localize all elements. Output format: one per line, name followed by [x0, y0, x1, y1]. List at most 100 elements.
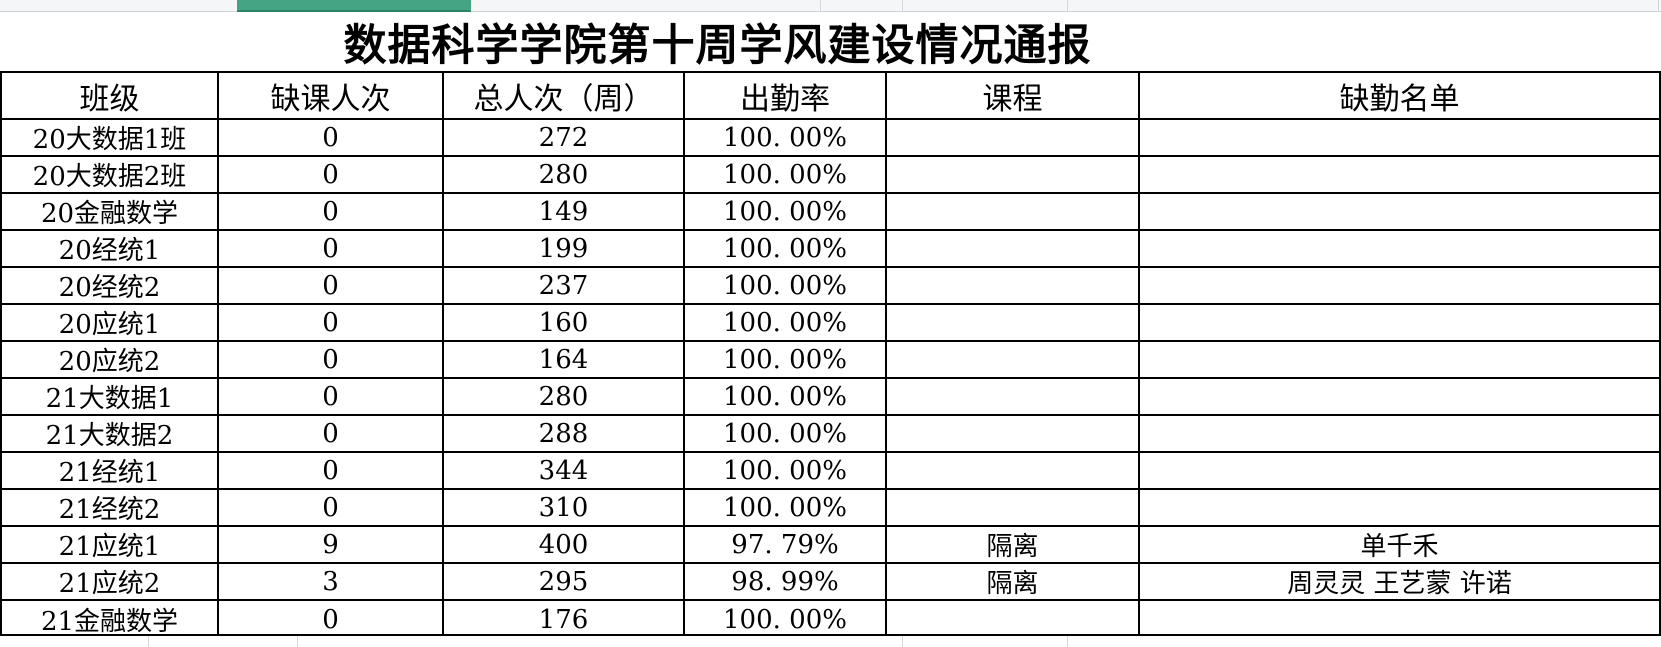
- table-cell[interactable]: 176: [444, 601, 685, 638]
- table-cell[interactable]: 20应统1: [2, 305, 219, 342]
- table-cell[interactable]: 100. 00%: [685, 601, 887, 638]
- title-row: 数据科学学院第十周学风建设情况通报: [0, 12, 1661, 71]
- table-cell[interactable]: 21大数据1: [2, 379, 219, 416]
- table-cell[interactable]: [887, 342, 1140, 379]
- table-cell[interactable]: 9: [219, 527, 444, 564]
- table-cell[interactable]: 310: [444, 490, 685, 527]
- table-cell[interactable]: 164: [444, 342, 685, 379]
- table-cell[interactable]: 149: [444, 194, 685, 231]
- table-cell[interactable]: 0: [219, 379, 444, 416]
- table-cell[interactable]: [887, 120, 1140, 157]
- table-cell[interactable]: 20经统2: [2, 268, 219, 305]
- table-cell[interactable]: [1140, 268, 1659, 305]
- table-cell[interactable]: 295: [444, 564, 685, 601]
- table-cell[interactable]: 100. 00%: [685, 342, 887, 379]
- table-cell[interactable]: 3: [219, 564, 444, 601]
- table-cell[interactable]: [1140, 342, 1659, 379]
- table-cell[interactable]: 0: [219, 120, 444, 157]
- table-cell[interactable]: 21经统1: [2, 453, 219, 490]
- gridline: [902, 636, 903, 647]
- table-cell[interactable]: [887, 194, 1140, 231]
- table-cell[interactable]: [887, 453, 1140, 490]
- table-cell[interactable]: 100. 00%: [685, 379, 887, 416]
- sheet-row-above: [0, 0, 1661, 12]
- table-cell[interactable]: 288: [444, 416, 685, 453]
- table-cell[interactable]: [1140, 453, 1659, 490]
- table-cell[interactable]: 21大数据2: [2, 416, 219, 453]
- col-header-absent-list[interactable]: 缺勤名单: [1140, 73, 1659, 120]
- table-cell[interactable]: 199: [444, 231, 685, 268]
- table-cell[interactable]: 21经统2: [2, 490, 219, 527]
- table-cell[interactable]: [1140, 231, 1659, 268]
- table-cell[interactable]: 20大数据2班: [2, 157, 219, 194]
- table-cell[interactable]: 20经统1: [2, 231, 219, 268]
- table-cell[interactable]: 周灵灵 王艺蒙 许诺: [1140, 564, 1659, 601]
- table-cell[interactable]: 0: [219, 601, 444, 638]
- table-cell[interactable]: [887, 490, 1140, 527]
- table-cell[interactable]: 0: [219, 157, 444, 194]
- table-cell[interactable]: [887, 379, 1140, 416]
- table-cell[interactable]: 0: [219, 416, 444, 453]
- table-cell[interactable]: 21金融数学: [2, 601, 219, 638]
- table-cell[interactable]: 280: [444, 379, 685, 416]
- table-cell[interactable]: 20大数据1班: [2, 120, 219, 157]
- col-header-total-count[interactable]: 总人次（周）: [444, 73, 685, 120]
- page-title[interactable]: 数据科学学院第十周学风建设情况通报: [343, 20, 1092, 71]
- col-header-attendance-rate[interactable]: 出勤率: [685, 73, 887, 120]
- gridline: [902, 0, 903, 11]
- table-cell[interactable]: [887, 305, 1140, 342]
- gridline: [820, 0, 821, 11]
- gridline: [1067, 636, 1068, 647]
- table-cell[interactable]: [887, 601, 1140, 638]
- attendance-table: 班级 缺课人次 总人次（周） 出勤率 课程 缺勤名单 20大数据1班 0 272 10…: [0, 71, 1661, 638]
- selection-highlight: [237, 0, 471, 12]
- table-cell[interactable]: 100. 00%: [685, 120, 887, 157]
- table-cell[interactable]: 20应统2: [2, 342, 219, 379]
- table-cell[interactable]: 98. 99%: [685, 564, 887, 601]
- table-cell[interactable]: 单千禾: [1140, 527, 1659, 564]
- table-cell[interactable]: 400: [444, 527, 685, 564]
- table-cell[interactable]: 100. 00%: [685, 305, 887, 342]
- table-cell[interactable]: [887, 416, 1140, 453]
- table-cell[interactable]: 0: [219, 453, 444, 490]
- table-cell[interactable]: [1140, 305, 1659, 342]
- table-cell[interactable]: 隔离: [887, 564, 1140, 601]
- col-header-absent-count[interactable]: 缺课人次: [219, 73, 444, 120]
- table-cell[interactable]: [1140, 120, 1659, 157]
- table-cell[interactable]: 0: [219, 305, 444, 342]
- table-cell[interactable]: [1140, 490, 1659, 527]
- table-cell[interactable]: [887, 157, 1140, 194]
- table-cell[interactable]: 344: [444, 453, 685, 490]
- table-cell[interactable]: [1140, 157, 1659, 194]
- table-cell[interactable]: 20金融数学: [2, 194, 219, 231]
- table-cell[interactable]: [1140, 194, 1659, 231]
- table-cell[interactable]: 272: [444, 120, 685, 157]
- table-cell[interactable]: [887, 268, 1140, 305]
- table-cell[interactable]: 100. 00%: [685, 268, 887, 305]
- table-cell[interactable]: 100. 00%: [685, 453, 887, 490]
- table-cell[interactable]: 100. 00%: [685, 231, 887, 268]
- table-cell[interactable]: 0: [219, 490, 444, 527]
- table-cell[interactable]: [1140, 379, 1659, 416]
- table-cell[interactable]: 160: [444, 305, 685, 342]
- table-cell[interactable]: 21应统2: [2, 564, 219, 601]
- table-cell[interactable]: 100. 00%: [685, 194, 887, 231]
- table-cell[interactable]: 0: [219, 268, 444, 305]
- table-cell[interactable]: 280: [444, 157, 685, 194]
- table-cell[interactable]: [887, 231, 1140, 268]
- table-cell[interactable]: 100. 00%: [685, 416, 887, 453]
- table-cell[interactable]: 0: [219, 194, 444, 231]
- table-cell[interactable]: 0: [219, 231, 444, 268]
- table-cell[interactable]: 隔离: [887, 527, 1140, 564]
- col-header-course[interactable]: 课程: [887, 73, 1140, 120]
- table-cell[interactable]: 0: [219, 342, 444, 379]
- table-cell[interactable]: 21应统1: [2, 527, 219, 564]
- table-cell[interactable]: [1140, 601, 1659, 638]
- table-cell[interactable]: [1140, 416, 1659, 453]
- sheet-row-below: [0, 636, 1661, 647]
- col-header-class[interactable]: 班级: [2, 73, 219, 120]
- table-cell[interactable]: 97. 79%: [685, 527, 887, 564]
- table-cell[interactable]: 100. 00%: [685, 490, 887, 527]
- table-cell[interactable]: 100. 00%: [685, 157, 887, 194]
- table-cell[interactable]: 237: [444, 268, 685, 305]
